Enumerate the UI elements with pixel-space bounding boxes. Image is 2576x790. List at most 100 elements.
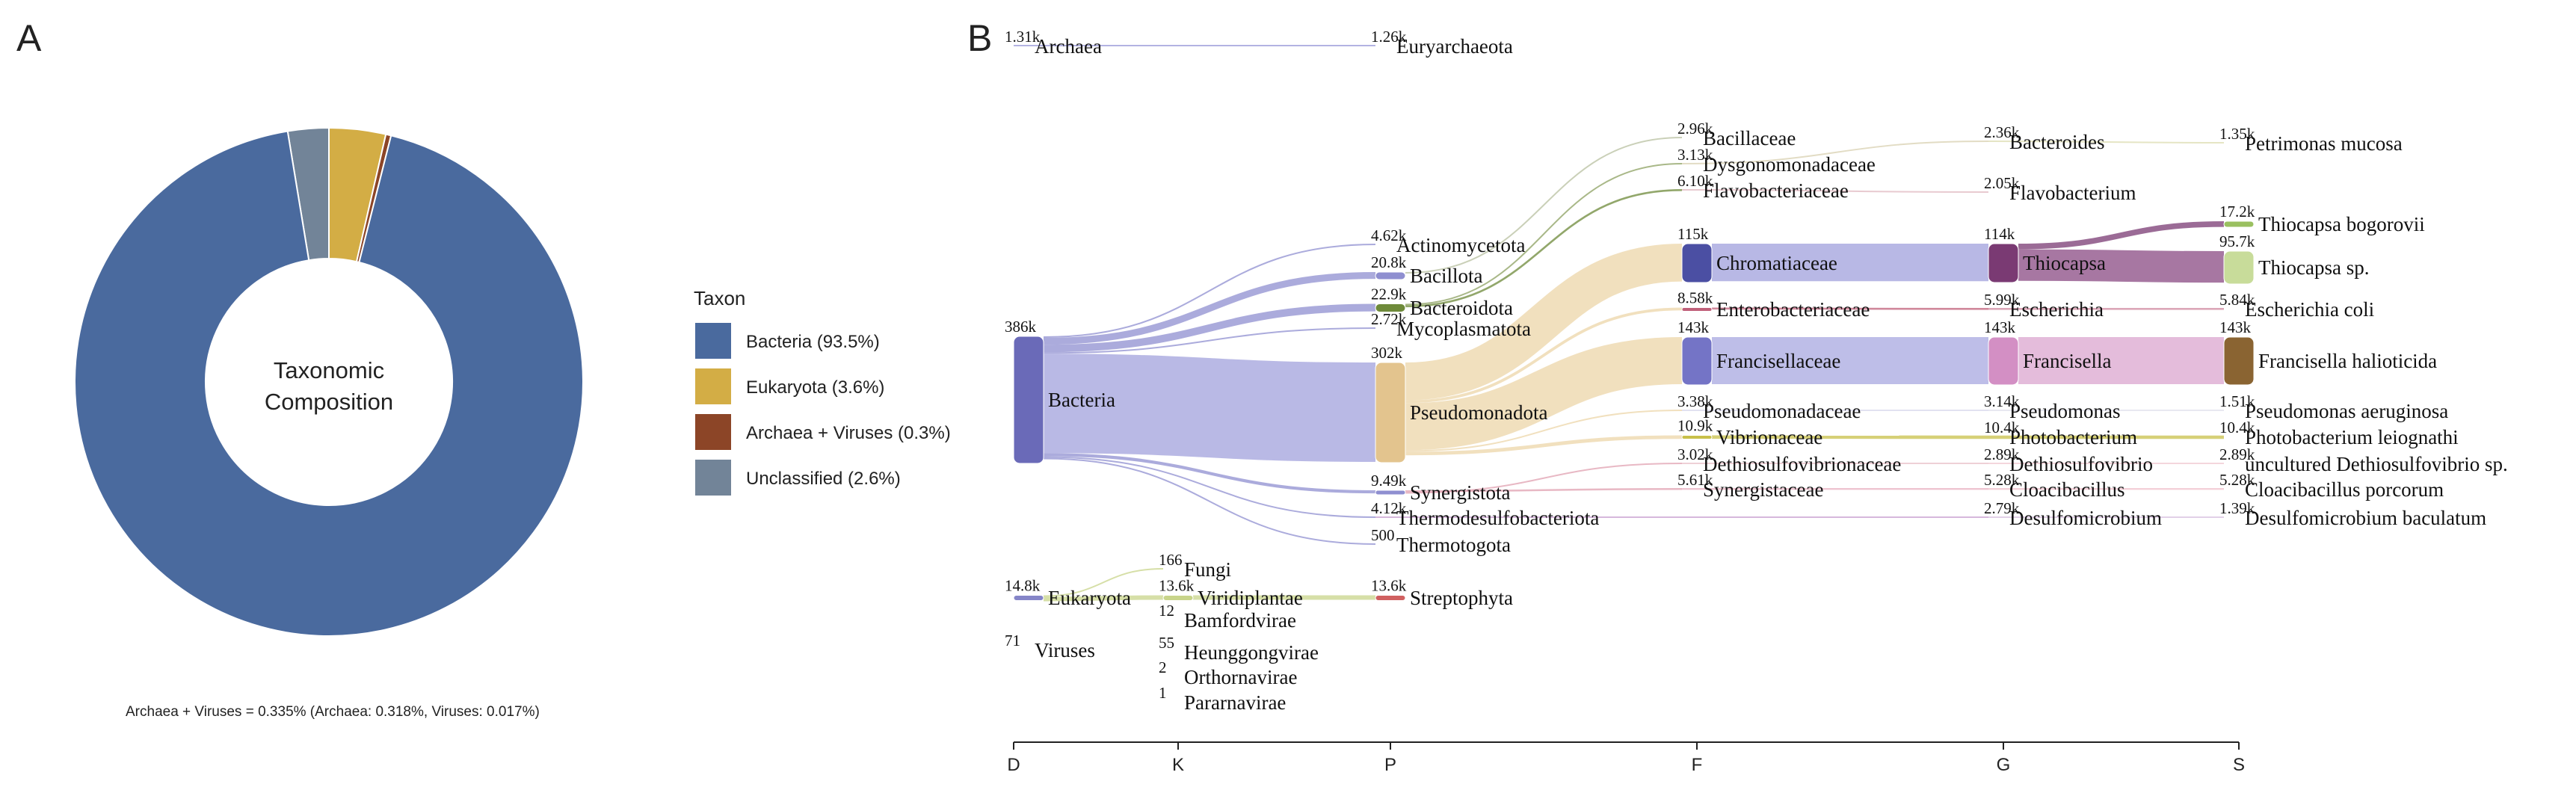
- sankey-label-cporcorum: Cloacibacillus porcorum: [2245, 478, 2444, 501]
- sankey-value-udethio: 2.89k: [2219, 445, 2255, 463]
- sankey-link-bacteria-actino: [1043, 243, 1376, 339]
- sankey-link-bacteria-myco: [1043, 327, 1376, 354]
- sankey-link-pseudo-enterobact: [1405, 307, 1683, 404]
- legend-label-bacteria: Bacteria (93.5%): [746, 332, 880, 352]
- sankey-value-pseudo: 302k: [1371, 344, 1403, 362]
- sankey-link-bacteria-bacillota: [1043, 271, 1376, 345]
- sankey-link-pseudo-francisellaceae: [1405, 337, 1683, 451]
- sankey-label-synergistota: Synergistota: [1410, 481, 1511, 504]
- sankey-value-enterobact: 8.58k: [1677, 289, 1713, 307]
- donut-legend: Taxon Bacteria (93.5%) Eukaryota (3.6%) Arc…: [694, 287, 951, 496]
- sankey-value-archaea: 1.31k: [1005, 28, 1041, 46]
- sankey-label-dbaculatum: Desulfomicrobium baculatum: [2245, 507, 2486, 529]
- sankey-label-petrimonas: Petrimonas mucosa: [2245, 132, 2403, 155]
- sankey-value-eury: 1.26k: [1371, 28, 1407, 46]
- sankey-label-pleio: Photobacterium leiognathi: [2245, 426, 2459, 448]
- sankey-label-dethiosulfovib: Dethiosulfovibrionaceae: [1703, 453, 1901, 475]
- sankey-label-eury: Euryarchaeota: [1396, 35, 1513, 58]
- sankey-node-bacteria: [1013, 336, 1044, 464]
- sankey-link-bacteroidota-dysgono: [1405, 163, 1683, 306]
- sankey-link-bacteroides-petrimonas: [1988, 141, 2225, 144]
- sankey-node-chromatiaceae: [1681, 243, 1713, 283]
- sankey-label-chromatiaceae: Chromatiaceae: [1716, 252, 1837, 274]
- sankey-label-escherichia: Escherichia: [2009, 298, 2104, 321]
- sankey-value-thermodesulfo: 4.12k: [1371, 499, 1407, 517]
- sankey-label-francisellaceae: Francisellaceae: [1716, 350, 1840, 372]
- sankey-value-bacteria: 386k: [1005, 318, 1037, 336]
- sankey-link-bacteria-synergistota: [1043, 453, 1376, 494]
- sankey-label-fungi: Fungi: [1184, 558, 1231, 581]
- legend-swatch-bacteria: [695, 323, 731, 359]
- sankey-label-pseudomonadaceae: Pseudomonadaceae: [1703, 400, 1861, 422]
- sankey-value-myco: 2.72k: [1371, 310, 1407, 328]
- sankey-label-heunggong: Heunggongvirae: [1184, 641, 1319, 664]
- axis-label-d: D: [1007, 755, 1020, 775]
- sankey-value-orthorna: 2: [1159, 658, 1167, 676]
- sankey-label-bacillaceae: Bacillaceae: [1703, 127, 1796, 149]
- sankey-value-thiocapsa: 114k: [1984, 225, 2015, 243]
- sankey-node-synergistota: [1375, 490, 1406, 496]
- sankey-value-photobacterium: 10.4k: [1984, 419, 2020, 436]
- sankey-value-bacillaceae: 2.96k: [1677, 120, 1713, 138]
- sankey-value-viridi: 13.6k: [1159, 577, 1195, 595]
- sankey-label-photobacterium: Photobacterium: [2009, 426, 2137, 448]
- donut-center-text: Taxonomic: [274, 357, 384, 383]
- sankey-node-tbogorovii: [2223, 220, 2255, 228]
- legend-swatch-archaea-viruses: [695, 414, 731, 450]
- sankey-label-enterobact: Enterobacteriaceae: [1716, 298, 1870, 321]
- sankey-node-enterobact: [1681, 307, 1713, 312]
- axis-label-k: K: [1172, 755, 1184, 775]
- panel-a-label: A: [16, 17, 42, 59]
- legend-swatch-eukaryota: [695, 368, 731, 404]
- sankey-value-strepto: 13.6k: [1371, 577, 1407, 595]
- sankey-value-cporcorum: 5.28k: [2219, 471, 2255, 489]
- sankey-label-desulfomicrobium: Desulfomicrobium: [2009, 507, 2162, 529]
- sankey-value-vibrionaceae: 10.9k: [1677, 417, 1713, 435]
- sankey-links: [1014, 44, 2225, 602]
- sankey-node-vibrionaceae: [1681, 435, 1713, 439]
- sankey-label-dethiosulfovibrio: Dethiosulfovibrio: [2009, 453, 2153, 475]
- panel-b-label: B: [967, 17, 992, 59]
- donut-chart: Taxonomic Composition: [74, 126, 584, 637]
- sankey-value-synergistota: 9.49k: [1371, 472, 1407, 490]
- sankey-node-francisella: [1988, 336, 2019, 386]
- axis-label-g: G: [1997, 755, 2011, 775]
- sankey-label-tsp: Thiocapsa sp.: [2258, 256, 2369, 279]
- sankey-value-bamford: 12: [1159, 602, 1174, 620]
- donut-note: Archaea + Viruses = 0.335% (Archaea: 0.3…: [126, 704, 540, 720]
- sankey-value-petrimonas: 1.35k: [2219, 125, 2255, 143]
- sankey-link-thiocapsa-tsp: [2018, 249, 2225, 283]
- sankey-label-francisella: Francisella: [2023, 350, 2111, 372]
- sankey-node-tsp: [2223, 250, 2255, 285]
- sankey-label-strepto: Streptophyta: [1410, 587, 1513, 609]
- sankey-label-archaea: Archaea: [1035, 35, 1102, 58]
- sankey-label-pseudomonas: Pseudomonas: [2009, 400, 2121, 422]
- donut-center-text: Composition: [265, 389, 393, 415]
- sankey-label-thermodesulfo: Thermodesulfobacteriota: [1396, 507, 1599, 529]
- sankey-value-francisellaceae: 143k: [1677, 318, 1710, 336]
- sankey-label-bamford: Bamfordvirae: [1184, 609, 1296, 632]
- sankey-link-synergistota-dethiosulfovib: [1405, 463, 1683, 494]
- sankey-value-heunggong: 55: [1159, 634, 1174, 652]
- sankey-value-tsp: 95.7k: [2219, 232, 2255, 250]
- sankey-link-pseudo-pseudomonadaceae: [1405, 410, 1683, 452]
- sankey-link-flavobacteriaceae-flavobacterium: [1681, 189, 1989, 193]
- legend-label-archaea-viruses: Archaea + Viruses (0.3%): [746, 423, 951, 443]
- sankey-value-escherichia: 5.99k: [1984, 291, 2020, 309]
- sankey-label-cloacibacillus: Cloacibacillus: [2009, 478, 2124, 501]
- legend-title: Taxon: [694, 287, 745, 309]
- legend-label-unclassified: Unclassified (2.6%): [746, 469, 901, 489]
- sankey-value-francisella: 143k: [1984, 318, 2016, 336]
- sankey-link-eukaryota-viridi: [1043, 595, 1164, 602]
- sankey-label-ecoli: Escherichia coli: [2245, 298, 2374, 321]
- donut-slice-bacteria: [74, 130, 584, 637]
- sankey-label-thermotogota: Thermotogota: [1396, 534, 1511, 556]
- sankey-label-udethio: uncultured Dethiosulfovibrio sp.: [2245, 453, 2508, 475]
- sankey-link-bacillota-bacillaceae: [1405, 137, 1683, 274]
- sankey-value-chromatiaceae: 115k: [1677, 225, 1709, 243]
- sankey-link-bacteria-bacteroidota: [1043, 303, 1376, 353]
- axis-label-s: S: [2233, 755, 2245, 775]
- sankey-value-dbaculatum: 1.39k: [2219, 499, 2255, 517]
